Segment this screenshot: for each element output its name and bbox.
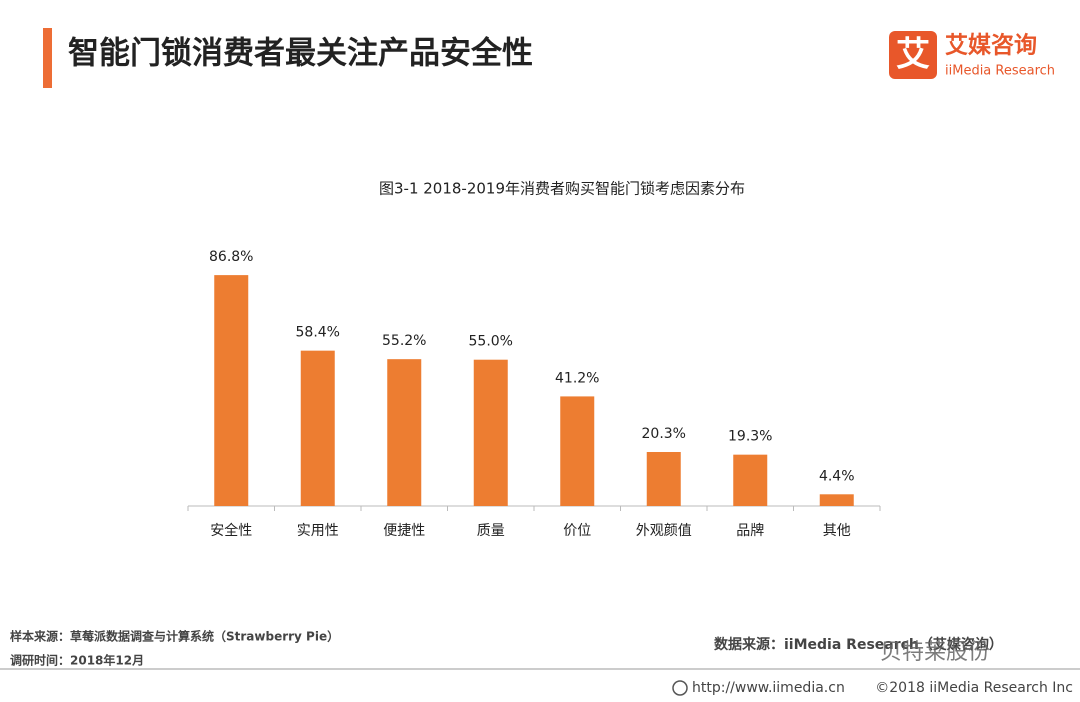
title-accent	[43, 28, 52, 88]
value-label: 41.2%	[555, 370, 599, 386]
x-tick-label: 品牌	[736, 522, 764, 539]
bar	[646, 452, 681, 506]
x-tick-label: 安全性	[210, 522, 252, 539]
x-tick-label: 外观颜值	[636, 523, 692, 539]
value-label: 55.2%	[382, 333, 426, 349]
logo-icon: 艾	[896, 35, 930, 75]
bar	[387, 359, 422, 506]
plot: 86.8% 安全性 58.4% 实用性 55.2% 便捷性 55.0% 质量 41.2% 价位 20…	[187, 249, 881, 539]
value-label: 20.3%	[642, 426, 686, 442]
value-label: 86.8%	[209, 249, 253, 265]
page-title: 智能门锁消费者最关注产品安全性	[68, 36, 533, 72]
logo-subtitle: iiMedia Research	[945, 64, 1055, 79]
bar	[733, 454, 768, 506]
value-label: 19.3%	[728, 429, 772, 445]
x-tick-label: 便捷性	[383, 523, 425, 539]
data-source: 数据来源：iiMedia Research（艾媒咨询）	[714, 636, 1003, 653]
x-tick-label: 质量	[477, 523, 505, 539]
value-label: 55.0%	[469, 334, 513, 350]
globe-icon	[672, 680, 688, 696]
logo-icon-bg	[889, 31, 937, 79]
watermark: 贝特莱股份	[880, 640, 990, 665]
sample-source: 样本来源：草莓派数据调查与计算系统（Strawberry Pie）	[10, 629, 339, 644]
copyright: ©2018 iiMedia Research Inc	[875, 680, 1073, 696]
x-tick-label: 其他	[823, 523, 851, 539]
bar	[214, 275, 249, 506]
bar	[819, 494, 854, 506]
x-tick-label: 实用性	[297, 523, 339, 539]
bar	[473, 359, 508, 506]
bar	[300, 350, 335, 506]
url: http://www.iimedia.cn	[692, 680, 845, 696]
value-label: 58.4%	[296, 325, 340, 341]
value-label: 4.4%	[819, 468, 855, 484]
bar	[560, 396, 595, 506]
survey-time: 调研时间：2018年12月	[10, 653, 144, 668]
x-tick-label: 价位	[563, 523, 591, 539]
logo-name: 艾媒咨询	[945, 32, 1037, 59]
chart-title: 图3-1 2018-2019年消费者购买智能门锁考虑因素分布	[379, 180, 745, 198]
